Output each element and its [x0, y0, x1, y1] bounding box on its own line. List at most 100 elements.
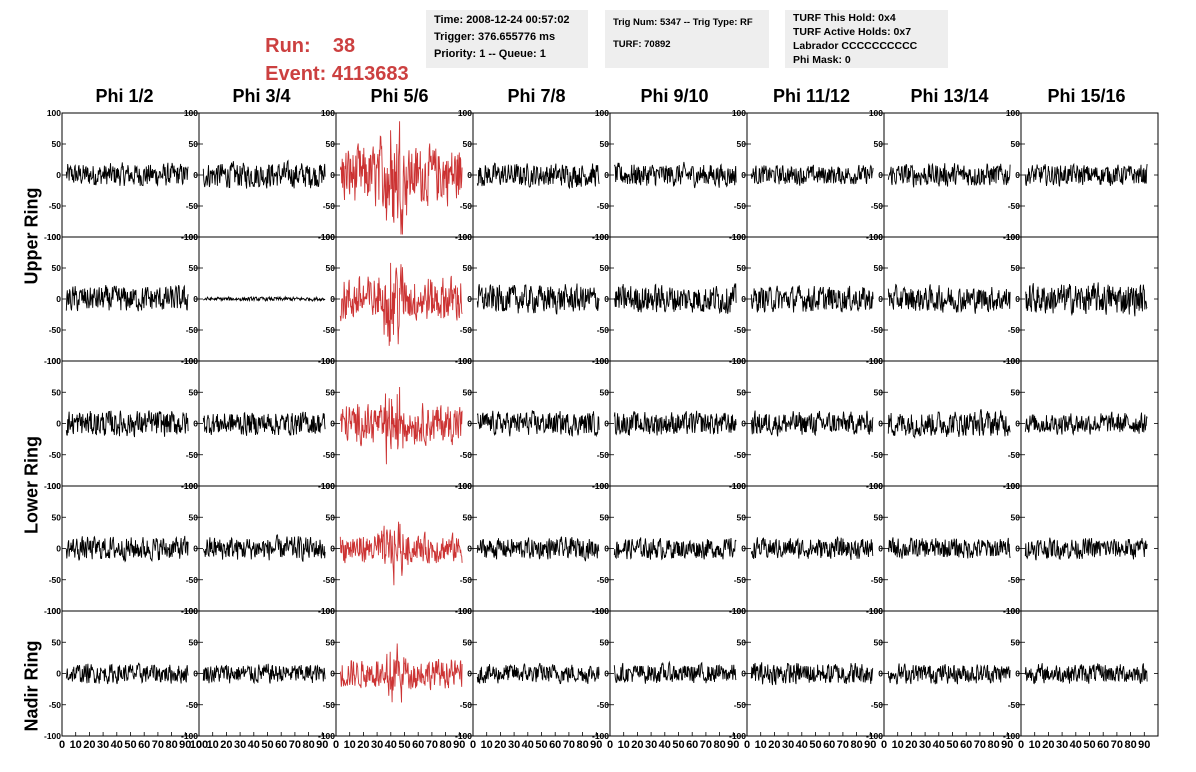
waveform-trace-r1-c5 [750, 285, 874, 313]
x-tick-label: 30 [234, 739, 246, 751]
y-tick-label: 100 [458, 232, 472, 242]
y-tick-label: -50 [323, 575, 336, 585]
y-tick-label: 100 [595, 481, 609, 491]
x-tick-label: 100 [190, 739, 208, 751]
y-tick-label: 50 [326, 263, 336, 273]
y-tick-label: 100 [47, 356, 61, 366]
x-tick-label: 90 [590, 739, 602, 751]
y-tick-label: -50 [734, 201, 747, 211]
y-tick-label: 100 [458, 108, 472, 118]
y-tick-label: 0 [1015, 294, 1020, 304]
y-tick-label: -100 [455, 731, 472, 741]
x-tick-label: 80 [302, 739, 314, 751]
waveform-trace-r0-c2 [339, 121, 463, 235]
y-tick-label: -50 [323, 700, 336, 710]
x-tick-label: 60 [549, 739, 561, 751]
y-tick-label: 100 [595, 108, 609, 118]
x-tick-label: 70 [563, 739, 575, 751]
y-tick-label: 50 [52, 387, 62, 397]
y-tick-label: 0 [330, 170, 335, 180]
x-tick-label: 30 [1056, 739, 1068, 751]
y-tick-label: 0 [741, 419, 746, 429]
y-tick-label: 100 [732, 481, 746, 491]
y-tick-label: 50 [600, 637, 610, 647]
column-header-phi-15-16: Phi 15/16 [1047, 86, 1126, 106]
run-value: 38 [332, 35, 356, 57]
x-tick-label: 0 [1018, 739, 1024, 751]
y-tick-label: 100 [732, 606, 746, 616]
waveform-trace-r0-c3 [476, 162, 600, 190]
y-tick-label: -50 [1008, 575, 1021, 585]
time-info-box: Time: 2008-12-24 00:57:02 Trigger: 376.6… [426, 10, 588, 68]
x-tick-label: 20 [631, 739, 643, 751]
waveform-trace-r3-c1 [202, 533, 326, 562]
x-tick-label: 60 [686, 739, 698, 751]
y-tick-label: -100 [44, 481, 61, 491]
x-tick-label: 0 [333, 739, 339, 751]
x-tick-label: 60 [138, 739, 150, 751]
x-tick-label: 40 [933, 739, 945, 751]
phimask-text: Phi Mask: 0 [793, 54, 851, 66]
y-tick-label: -50 [186, 575, 199, 585]
y-tick-label: -50 [1008, 700, 1021, 710]
waveform-trace-r1-c7 [1025, 282, 1148, 317]
turf-info-box: TURF This Hold: 0x4 TURF Active Holds: 0… [785, 10, 948, 68]
x-tick-label: 20 [220, 739, 232, 751]
turf-hold-text: TURF This Hold: 0x4 [793, 12, 896, 24]
y-tick-label: 50 [1011, 512, 1021, 522]
column-header-phi-9-10: Phi 9/10 [640, 86, 709, 106]
y-tick-label: -50 [1008, 325, 1021, 335]
y-tick-label: 50 [737, 263, 747, 273]
y-tick-label: 50 [737, 387, 747, 397]
y-tick-label: -50 [871, 450, 884, 460]
plot-frame-r4-c1 [198, 610, 337, 737]
x-tick-label: 10 [481, 739, 493, 751]
waveform-trace-r2-c2 [339, 386, 463, 465]
y-tick-label: 100 [869, 481, 883, 491]
x-tick-label: 80 [439, 739, 451, 751]
y-tick-label: 0 [56, 419, 61, 429]
x-tick-label: 40 [659, 739, 671, 751]
x-tick-label: 50 [535, 739, 547, 751]
waveform-trace-r0-c1 [202, 159, 326, 189]
x-tick-label: 70 [837, 739, 849, 751]
y-tick-label: 100 [321, 232, 335, 242]
waveform-trace-r1-c0 [65, 284, 189, 312]
waveform-trace-r4-c6 [887, 663, 1011, 685]
waveform-trace-r4-c4 [613, 660, 737, 684]
y-tick-label: -50 [460, 325, 473, 335]
y-tick-label: 100 [184, 606, 198, 616]
event-label-text: Event: [265, 63, 327, 85]
y-tick-label: 50 [463, 387, 473, 397]
x-tick-label: 0 [607, 739, 613, 751]
y-tick-label: -50 [186, 700, 199, 710]
y-tick-label: -50 [734, 450, 747, 460]
x-tick-label: 80 [576, 739, 588, 751]
y-tick-label: -100 [44, 731, 61, 741]
x-tick-label: 90 [179, 739, 191, 751]
y-tick-label: 100 [47, 108, 61, 118]
y-tick-label: 100 [869, 108, 883, 118]
y-tick-label: 0 [604, 544, 609, 554]
y-tick-label: -50 [734, 325, 747, 335]
y-tick-label: 50 [326, 387, 336, 397]
y-tick-label: 0 [467, 294, 472, 304]
y-tick-label: 0 [56, 544, 61, 554]
x-tick-label: 20 [1042, 739, 1054, 751]
y-tick-label: 50 [326, 512, 336, 522]
x-tick-label: 10 [892, 739, 904, 751]
trigger-text: Trigger: 376.655776 ms [434, 31, 556, 43]
y-tick-label: -50 [186, 201, 199, 211]
x-tick-label: 0 [470, 739, 476, 751]
x-tick-label: 50 [398, 739, 410, 751]
waveform-trace-r1-c1 [203, 295, 326, 303]
y-tick-label: 50 [189, 139, 199, 149]
x-tick-label: 40 [1070, 739, 1082, 751]
y-tick-label: -50 [1008, 450, 1021, 460]
y-tick-label: 100 [1006, 606, 1020, 616]
waveform-trace-r2-c0 [65, 410, 189, 438]
y-tick-label: -100 [181, 731, 198, 741]
x-tick-label: 60 [412, 739, 424, 751]
waveform-trace-r3-c2 [339, 521, 463, 586]
